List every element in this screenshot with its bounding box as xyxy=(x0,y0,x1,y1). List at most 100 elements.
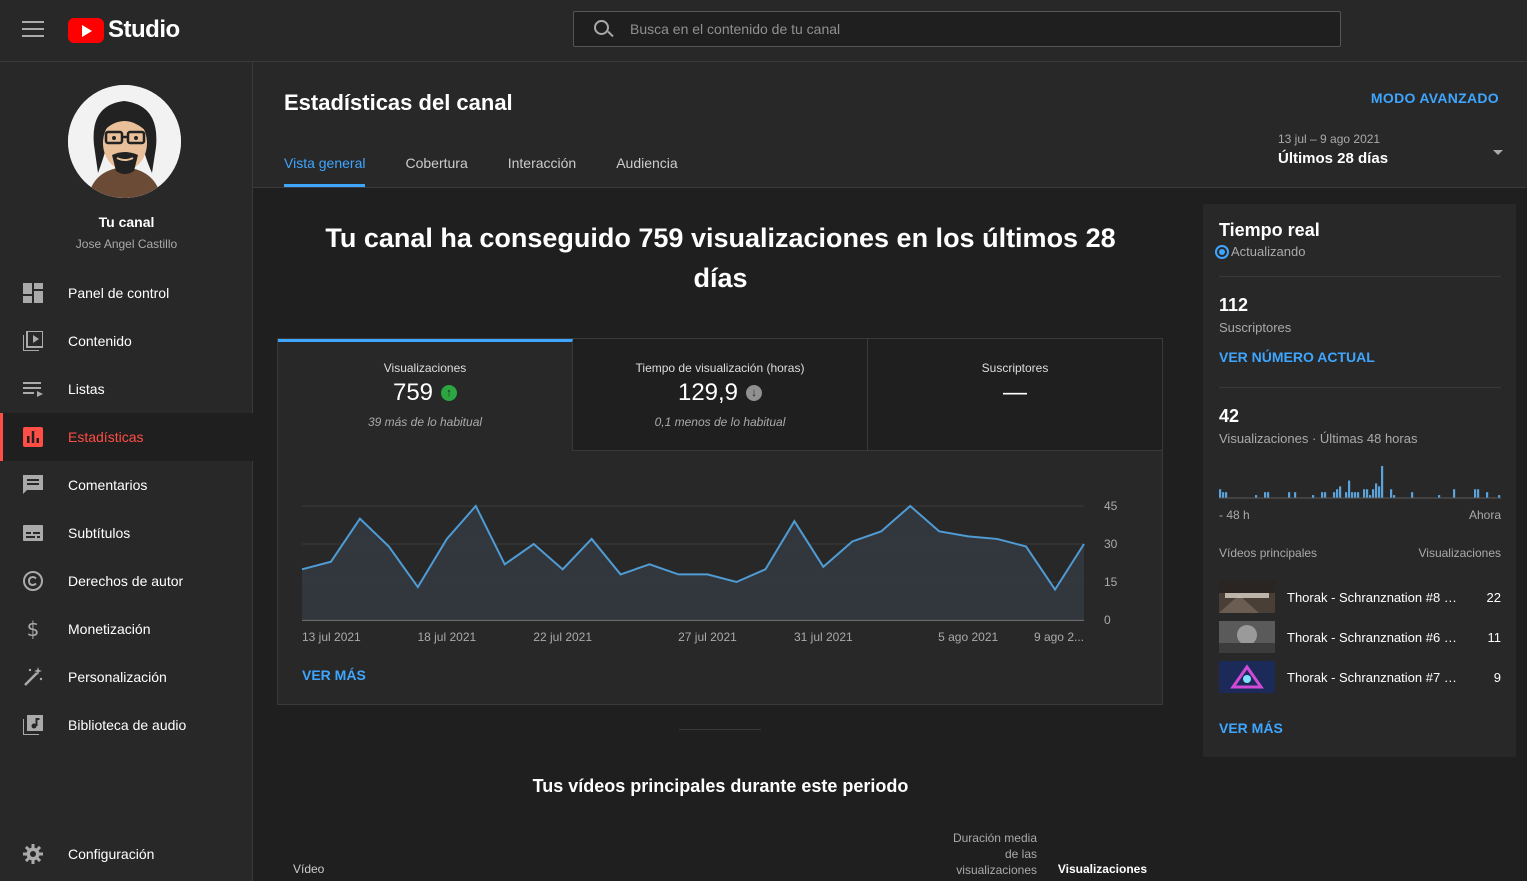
realtime-bar xyxy=(1369,495,1372,498)
list-item[interactable]: Thorak - Schranznation #7 Sc... 9 xyxy=(1219,661,1501,693)
sidebar-item-content[interactable]: Contenido xyxy=(0,317,253,365)
metric-tab-subscribers[interactable]: Suscriptores — xyxy=(868,339,1162,451)
realtime-bar xyxy=(1333,492,1336,498)
list-item[interactable]: Thorak - Schranznation #6 S... 11 xyxy=(1219,621,1501,653)
see-more-button[interactable]: VER MÁS xyxy=(302,667,366,683)
tab-reach[interactable]: Cobertura xyxy=(405,155,468,171)
sidebar-item-subtitles[interactable]: Subtítulos xyxy=(0,509,253,557)
realtime-bar xyxy=(1366,489,1369,498)
realtime-bar xyxy=(1390,489,1393,498)
search-input[interactable] xyxy=(630,21,1340,37)
tab-overview[interactable]: Vista general xyxy=(284,142,366,187)
avatar[interactable] xyxy=(68,85,181,198)
sidebar-item-label: Panel de control xyxy=(68,285,170,301)
realtime-bar xyxy=(1219,489,1222,498)
sidebar-item-label: Monetización xyxy=(68,621,151,637)
realtime-bar xyxy=(1222,492,1225,498)
x-tick-label: 18 jul 2021 xyxy=(417,630,476,644)
search-box[interactable] xyxy=(573,11,1341,47)
divider xyxy=(1219,276,1501,277)
channel-name: Jose Angel Castillo xyxy=(75,237,178,251)
menu-icon[interactable] xyxy=(22,21,44,39)
analytics-icon xyxy=(22,426,44,448)
see-more-realtime-button[interactable]: VER MÁS xyxy=(1219,720,1283,736)
sidebar-item-audio-library[interactable]: Biblioteca de audio xyxy=(0,701,253,749)
y-tick-label: 30 xyxy=(1104,537,1118,551)
metric-tab-views[interactable]: Visualizaciones 759 ↑ 39 más de lo habit… xyxy=(278,339,573,451)
video-thumbnail xyxy=(1219,661,1275,693)
sidebar-item-label: Listas xyxy=(68,381,105,397)
logo-text: Studio xyxy=(108,16,180,43)
realtime-bar xyxy=(1474,489,1477,498)
sidebar-item-monetization[interactable]: $ Monetización xyxy=(0,605,253,653)
sidebar-item-playlists[interactable]: Listas xyxy=(0,365,253,413)
metric-comparison: 39 más de lo habitual xyxy=(367,415,483,429)
arrow-down-icon: ↓ xyxy=(746,385,763,401)
realtime-bar xyxy=(1486,492,1489,498)
svg-text:$: $ xyxy=(27,619,40,639)
sidebar-item-copyright[interactable]: Derechos de autor xyxy=(0,557,253,605)
sidebar-item-label: Biblioteca de audio xyxy=(68,717,187,733)
realtime-bar xyxy=(1339,486,1342,498)
realtime-bar xyxy=(1324,492,1327,498)
list-item[interactable]: Thorak - Schranznation #8 S... 22 xyxy=(1219,581,1501,613)
sidebar-item-comments[interactable]: Comentarios xyxy=(0,461,253,509)
main-content: Tu canal ha conseguido 759 visualizacion… xyxy=(253,188,1188,881)
column-header-video[interactable]: Vídeo xyxy=(293,862,325,876)
realtime-bar xyxy=(1351,492,1354,498)
realtime-bar xyxy=(1411,492,1414,498)
realtime-bar xyxy=(1372,489,1375,498)
column-header-duration[interactable]: Duración media de las visualizaciones xyxy=(952,831,1037,877)
advanced-mode-button[interactable]: MODO AVANZADO xyxy=(1370,90,1499,106)
realtime-axis-end: Ahora xyxy=(1468,508,1501,522)
page-title: Estadísticas del canal xyxy=(284,90,513,115)
top-videos-title: Tus vídeos principales durante este peri… xyxy=(532,776,909,796)
realtime-bar xyxy=(1255,495,1258,498)
y-tick-label: 15 xyxy=(1104,575,1118,589)
see-current-count-button[interactable]: VER NÚMERO ACTUAL xyxy=(1219,349,1375,365)
realtime-bar xyxy=(1363,489,1366,498)
video-views: 11 xyxy=(1487,629,1502,645)
sidebar-item-customization[interactable]: Personalización xyxy=(0,653,253,701)
realtime-bar-chart[interactable] xyxy=(1219,462,1501,500)
sidebar-nav: Panel de control Contenido Listas Estadí… xyxy=(0,269,253,749)
playlist-icon xyxy=(22,378,44,400)
search-icon[interactable] xyxy=(574,11,614,47)
summary-headline: Tu canal ha conseguido 759 visualizacion… xyxy=(325,223,1116,293)
realtime-panel: Tiempo real Actualizando 112 Suscriptore… xyxy=(1203,204,1516,757)
video-thumbnail xyxy=(1219,581,1275,613)
sidebar-item-dashboard[interactable]: Panel de control xyxy=(0,269,253,317)
video-title: Thorak - Schranznation #6 S... xyxy=(1287,629,1462,645)
realtime-bar xyxy=(1348,480,1351,498)
content-icon xyxy=(22,330,44,352)
tab-audience[interactable]: Audiencia xyxy=(616,155,678,171)
sidebar-item-label: Estadísticas xyxy=(68,429,144,445)
metric-value-wrap: — xyxy=(868,379,1162,407)
sidebar-item-settings[interactable]: Configuración xyxy=(0,830,253,878)
youtube-studio-logo[interactable]: Studio xyxy=(68,16,180,44)
sidebar-item-label: Derechos de autor xyxy=(68,573,184,589)
gear-icon xyxy=(22,843,44,865)
realtime-bar xyxy=(1393,495,1396,498)
realtime-bar xyxy=(1498,495,1501,498)
realtime-status: Actualizando xyxy=(1215,244,1305,259)
arrow-up-icon: ↑ xyxy=(441,385,458,401)
realtime-bar xyxy=(1312,495,1315,498)
realtime-bar xyxy=(1378,486,1381,498)
column-header-views[interactable]: Visualizaciones xyxy=(1057,862,1147,876)
chevron-down-icon xyxy=(1493,150,1503,155)
date-range-picker[interactable]: 13 jul – 9 ago 2021 Últimos 28 días xyxy=(1278,132,1503,167)
realtime-title: Tiempo real xyxy=(1219,220,1320,240)
metric-tab-watch-time[interactable]: Tiempo de visualización (horas) 129,9 ↓ … xyxy=(573,339,868,451)
x-tick-label: 31 jul 2021 xyxy=(794,630,853,644)
realtime-bar xyxy=(1477,489,1480,498)
sidebar-item-label: Subtítulos xyxy=(68,525,131,541)
top-bar: Studio xyxy=(0,0,1527,62)
realtime-subscribers-value: 112 xyxy=(1219,295,1249,315)
views-chart[interactable]: 0 15 30 45 13 jul 2021 18 jul 2021 22 jul 2021… xyxy=(278,489,1164,649)
tab-engagement[interactable]: Interacción xyxy=(507,155,577,171)
x-tick-label: 13 jul 2021 xyxy=(302,630,361,644)
sidebar-item-analytics[interactable]: Estadísticas xyxy=(0,413,253,461)
realtime-bar xyxy=(1381,466,1384,498)
realtime-status-label: Actualizando xyxy=(1231,244,1306,259)
